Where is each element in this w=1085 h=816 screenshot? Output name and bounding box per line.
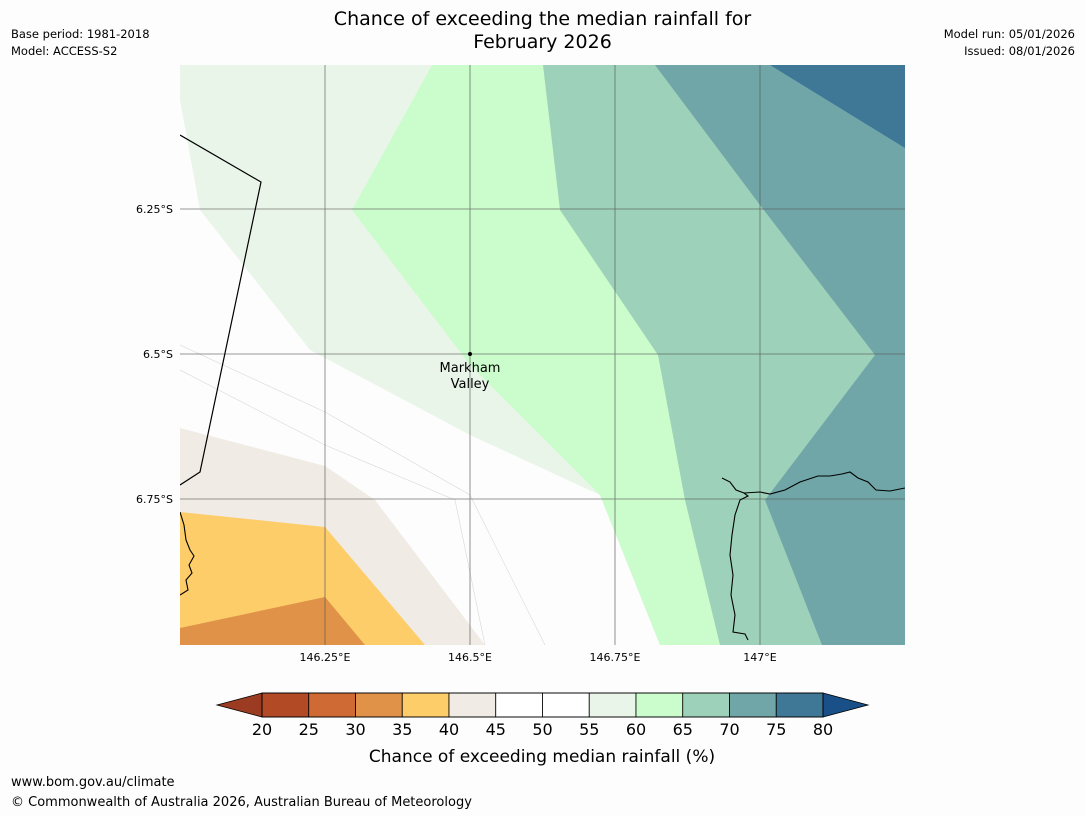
title-line-1: Chance of exceeding the median rainfall … <box>333 8 752 30</box>
place-markham-valley: Markham Valley <box>440 352 501 392</box>
colorbar-segment <box>588 692 637 718</box>
colorbar: 20 25 30 35 40 45 50 55 60 65 70 75 80 Chance of exc… <box>215 692 870 767</box>
colorbar-segment <box>308 692 356 718</box>
colorbar-tick-label: 45 <box>486 720 506 739</box>
place-marker-dot <box>468 352 472 356</box>
lat-label-6-5: 6.5°S <box>143 348 173 361</box>
lon-label-146-5: 146.5°E <box>448 651 492 664</box>
colorbar-segments <box>261 692 824 718</box>
colorbar-tick-label: 65 <box>673 720 693 739</box>
colorbar-segment <box>542 692 590 718</box>
lon-labels: 146.25°E 146.5°E 146.75°E 147°E <box>300 651 777 664</box>
colorbar-segment <box>401 692 450 718</box>
colorbar-tick-label: 60 <box>626 720 646 739</box>
colorbar-tick-label: 50 <box>532 720 552 739</box>
map-panel <box>180 65 905 645</box>
coastline-east <box>721 477 750 641</box>
border-line <box>180 134 262 486</box>
issued-date: Issued: 08/01/2026 <box>964 44 1075 58</box>
colorbar-tick-label: 25 <box>299 720 319 739</box>
footer-copyright: © Commonwealth of Australia 2026, Austra… <box>11 795 472 810</box>
footer-url[interactable]: www.bom.gov.au/climate <box>11 775 175 790</box>
lat-label-6-25: 6.25°S <box>136 203 173 216</box>
coastline-west <box>180 511 195 596</box>
meta-left: Base period: 1981-2018 Model: ACCESS-S2 <box>11 26 150 60</box>
region-30-35 <box>180 597 365 645</box>
colorbar-tick-label: 55 <box>579 720 599 739</box>
region-70-75-north <box>655 65 905 645</box>
colorbar-segment <box>448 692 497 718</box>
lon-label-147: 147°E <box>743 651 776 664</box>
meta-right: Model run: 05/01/2026 Issued: 08/01/2026 <box>944 26 1075 60</box>
colorbar-low-extend <box>215 692 263 718</box>
colorbar-tick-label: 70 <box>719 720 739 739</box>
colorbar-segment <box>635 692 684 718</box>
model-run: Model run: 05/01/2026 <box>943 27 1075 41</box>
colorbar-tick-labels: 20 25 30 35 40 45 50 55 60 65 70 75 80 <box>252 720 833 739</box>
colorbar-segment <box>261 692 310 718</box>
colorbar-outline <box>261 692 824 718</box>
colorbar-tick-label: 35 <box>392 720 412 739</box>
lat-label-6-75: 6.75°S <box>136 493 173 506</box>
base-period: Base period: 1981-2018 <box>11 27 150 41</box>
place-name-line-1: Markham <box>440 361 501 376</box>
colorbar-high-extend <box>822 692 870 718</box>
colorbar-tick-label: 75 <box>766 720 786 739</box>
model-name: Model: ACCESS-S2 <box>11 44 118 58</box>
region-35-40 <box>180 512 425 645</box>
lon-label-146-25: 146.25°E <box>300 651 351 664</box>
region-75-80 <box>770 65 905 148</box>
colorbar-tick-label: 40 <box>439 720 459 739</box>
colorbar-segment <box>355 692 403 718</box>
colorbar-tick-label: 20 <box>252 720 272 739</box>
colorbar-segment <box>729 692 777 718</box>
lon-label-146-75: 146.75°E <box>590 651 641 664</box>
colorbar-title: Chance of exceeding median rainfall (%) <box>369 747 715 767</box>
place-name-line-2: Valley <box>451 377 490 392</box>
map-title: Chance of exceeding the median rainfall … <box>240 8 845 54</box>
colorbar-tick-label: 80 <box>813 720 833 739</box>
title-line-2: February 2026 <box>473 31 612 53</box>
contour-line <box>180 344 546 645</box>
coastline-gulf <box>743 471 905 495</box>
colorbar-segment <box>775 692 824 718</box>
colorbar-segment <box>495 692 543 718</box>
colorbar-segment <box>682 692 730 718</box>
colorbar-tick-label: 30 <box>345 720 365 739</box>
lat-labels: 6.25°S 6.5°S 6.75°S <box>136 203 173 506</box>
